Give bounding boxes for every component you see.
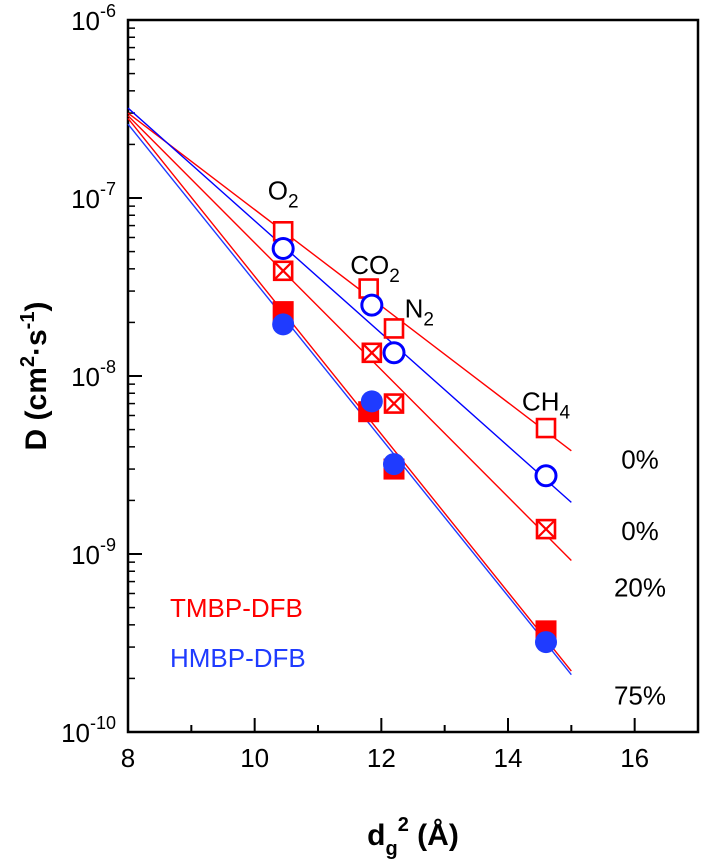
fit-line-hmbp-dfb-75 [127, 123, 572, 676]
fit-line-hmbp-dfb-0 [127, 107, 572, 503]
percent-label-hmbp-dfb-75: 75% [614, 681, 666, 711]
fit-line-tmbp-dfb-20 [127, 115, 572, 561]
data-point-hmbp-dfb-75 [272, 313, 295, 336]
data-point-hmbp-dfb-75 [360, 390, 383, 413]
data-point-tmbp-dfb-0 [383, 318, 405, 339]
y-tick-label: 10-7 [71, 179, 116, 214]
data-point-tmbp-dfb-20 [535, 518, 557, 540]
gas-label-o2: O2 [268, 176, 299, 213]
data-point-hmbp-dfb-0 [382, 341, 406, 365]
fit-line-tmbp-dfb-0 [127, 112, 572, 452]
ticks-layer: 8 10 12 14 16 10-10 10-9 10-8 10-7 10-6 [61, 1, 649, 773]
fit-line-tmbp-dfb-75 [127, 117, 572, 672]
x-tick-label: 14 [494, 743, 523, 773]
data-point-hmbp-dfb-75 [383, 453, 405, 476]
x-tick-label: 16 [620, 743, 649, 773]
legend-entry-hmbp-dfb: HMBP-DFB [170, 643, 306, 673]
data-point-hmbp-dfb-0 [360, 293, 384, 317]
x-tick-label: 10 [240, 743, 269, 773]
gas-label-co2: CO2 [350, 250, 400, 287]
x-tick-label: 8 [121, 743, 135, 773]
y-tick-label: 10-8 [71, 357, 116, 392]
y-axis-title: D (cm2·s-1) [17, 302, 53, 451]
data-point-tmbp-dfb-20 [383, 393, 405, 414]
plot-frame [126, 18, 700, 734]
data-points-layer [271, 221, 558, 654]
percent-label-tmbp-dfb-20: 20% [614, 572, 666, 602]
x-axis-title: dg2 (Å) [367, 814, 459, 860]
x-tick-label: 12 [367, 743, 396, 773]
y-tick-label: 10-9 [71, 535, 116, 570]
data-point-tmbp-dfb-20 [361, 342, 383, 364]
fit-lines-layer [127, 107, 572, 676]
y-tick-label: 10-6 [71, 1, 116, 36]
percent-label-tmbp-dfb-0: 0% [621, 444, 659, 474]
data-point-hmbp-dfb-0 [271, 237, 295, 261]
data-point-tmbp-dfb-20 [272, 260, 294, 282]
percent-label-hmbp-dfb-0: 0% [621, 516, 659, 546]
legend-entry-tmbp-dfb: TMBP-DFB [170, 593, 303, 623]
gas-label-ch4: CH4 [522, 386, 571, 423]
data-point-tmbp-dfb-0 [535, 417, 557, 439]
gas-label-n2: N2 [405, 293, 434, 330]
data-point-hmbp-dfb-75 [535, 631, 557, 654]
data-point-hmbp-dfb-0 [534, 464, 558, 488]
y-tick-label: 10-10 [61, 713, 116, 748]
